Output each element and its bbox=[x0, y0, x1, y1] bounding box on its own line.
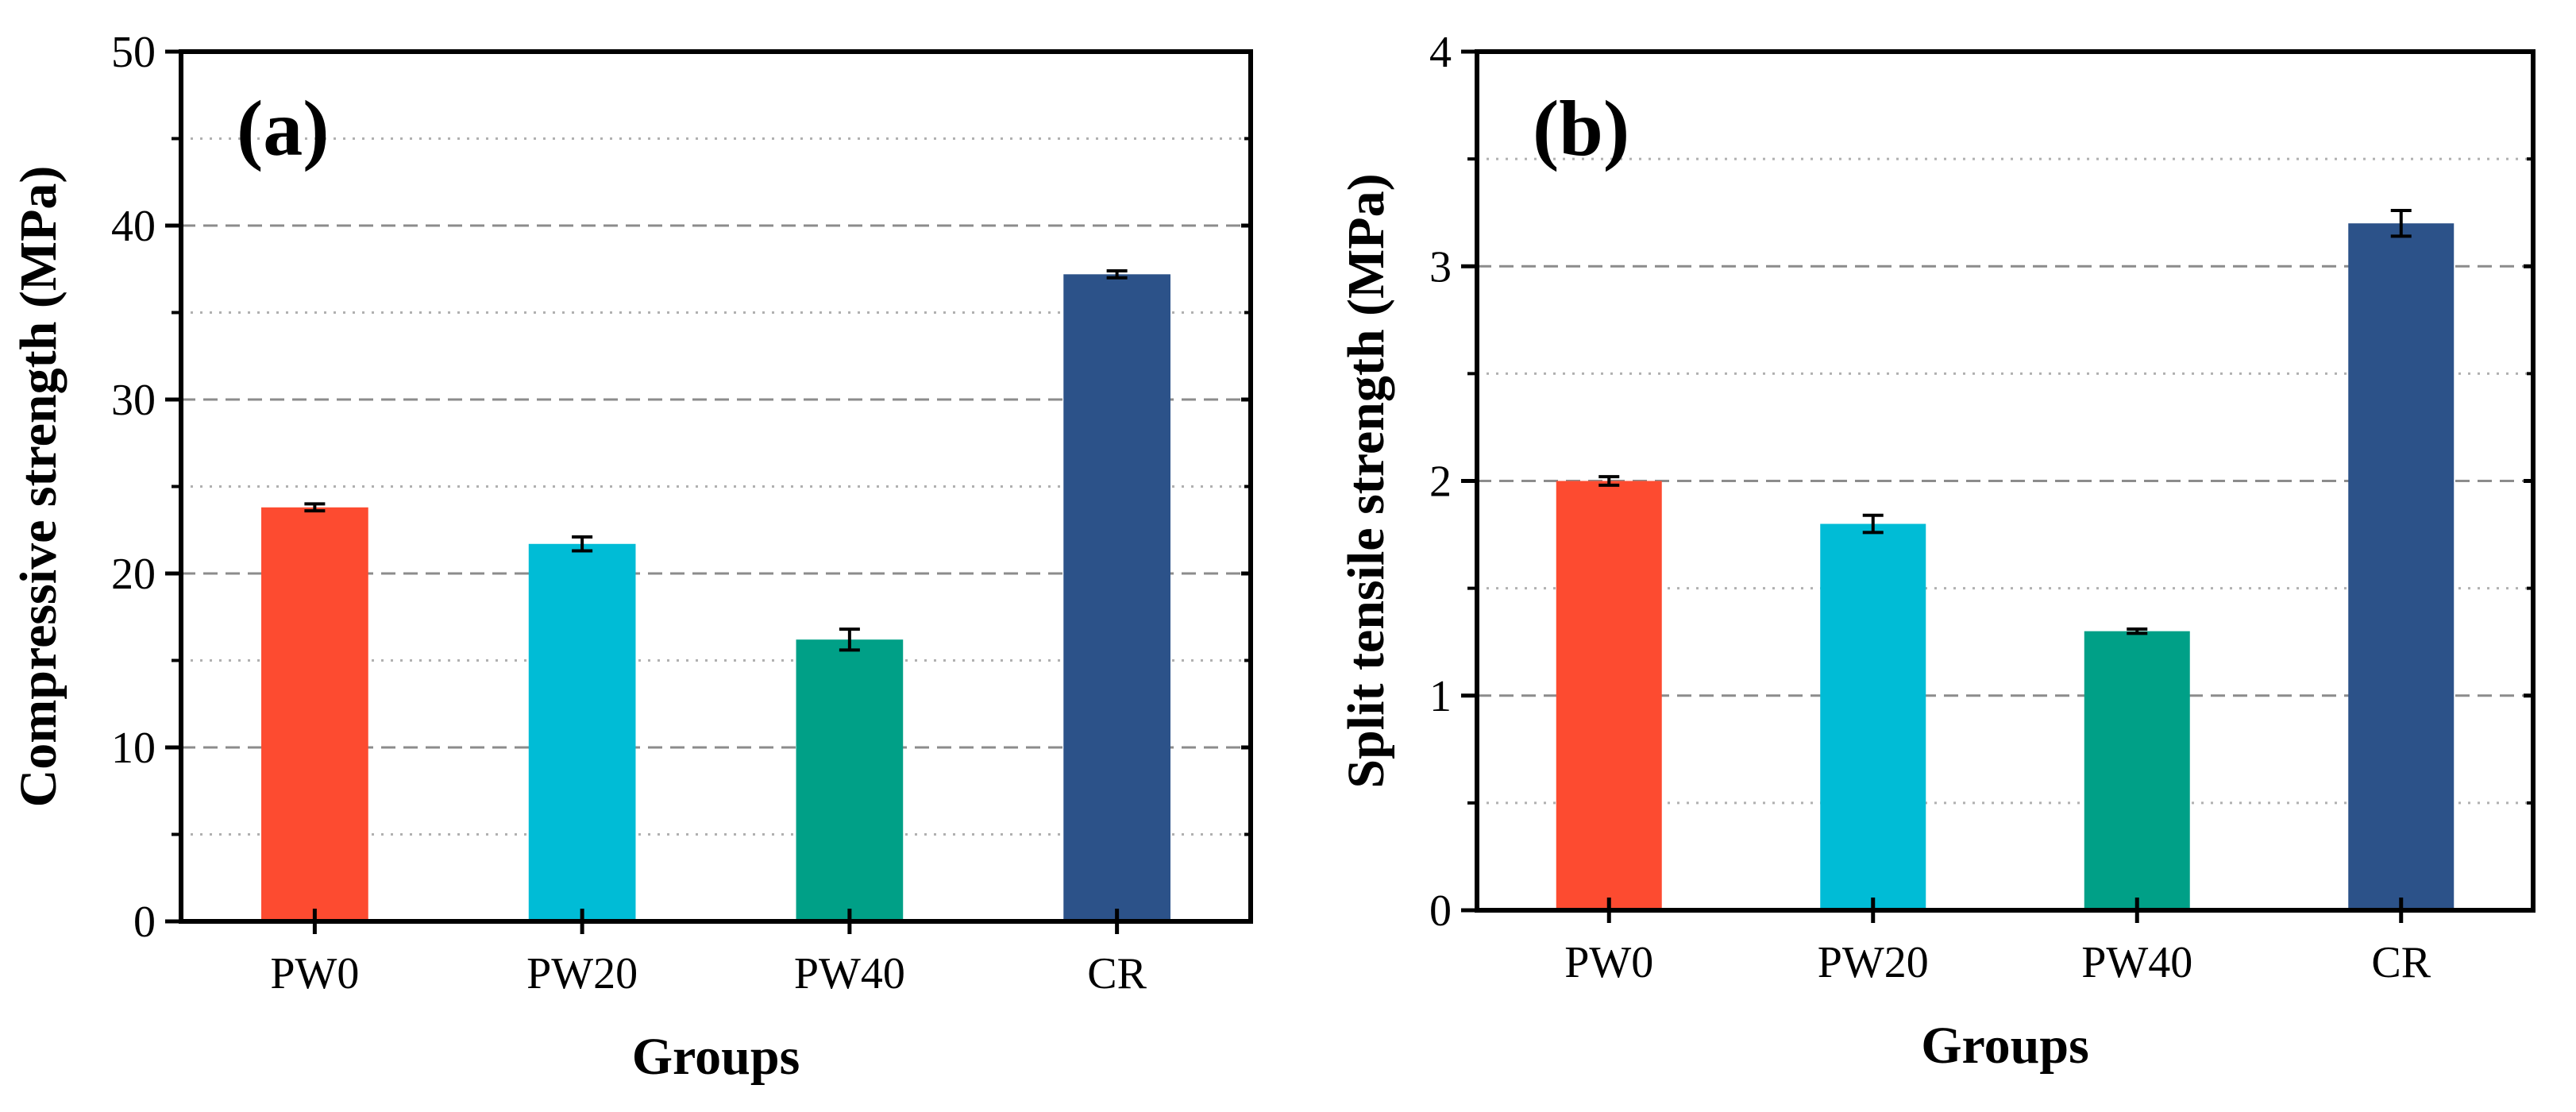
x-tick-label: PW20 bbox=[1818, 938, 1929, 987]
x-tick-label: CR bbox=[2371, 938, 2431, 987]
bar-cr bbox=[1063, 274, 1170, 921]
x-tick-label: PW0 bbox=[1564, 938, 1653, 987]
error-bar-cr bbox=[1106, 268, 1128, 280]
panel-label: (b) bbox=[1533, 84, 1629, 172]
y-tick-label: 40 bbox=[111, 202, 156, 251]
error-bar-pw0 bbox=[304, 502, 326, 513]
y-tick-label: 2 bbox=[1429, 458, 1452, 507]
y-tick-label: 20 bbox=[111, 550, 156, 599]
y-tick-label: 50 bbox=[111, 28, 156, 77]
bar-pw0 bbox=[261, 507, 368, 921]
y-tick-label: 0 bbox=[1429, 886, 1452, 936]
x-tick-label: PW0 bbox=[270, 949, 359, 998]
error-bar-pw40 bbox=[2127, 627, 2148, 635]
error-bar-pw20 bbox=[1862, 513, 1884, 535]
bar-pw20 bbox=[1820, 523, 1926, 910]
error-bar-pw40 bbox=[839, 627, 860, 652]
x-tick-label: PW20 bbox=[526, 949, 638, 998]
y-tick-label: 4 bbox=[1429, 28, 1452, 77]
y-tick-label: 30 bbox=[111, 376, 156, 425]
y-tick-label: 0 bbox=[133, 898, 156, 947]
bar-pw20 bbox=[528, 543, 636, 921]
panel-b: 0 1 2 3 4 PW0 PW20 PW40 CR Groups Split tensile st… bbox=[1337, 28, 2536, 1075]
y-tick-label: 10 bbox=[111, 724, 156, 773]
y-tick-label: 3 bbox=[1429, 242, 1452, 292]
bar-pw0 bbox=[1556, 481, 1662, 910]
y-axis-title: Compressive strength (MPa) bbox=[10, 166, 67, 808]
y-axis-title: Split tensile strength (MPa) bbox=[1337, 173, 1395, 788]
bar-pw40 bbox=[796, 639, 904, 921]
y-tick-label: 1 bbox=[1429, 672, 1452, 721]
bar-cr bbox=[2348, 223, 2455, 910]
x-tick-label: CR bbox=[1087, 949, 1147, 998]
x-tick-label: PW40 bbox=[794, 949, 905, 998]
panel-a: 0 10 20 30 40 50 PW0 PW20 PW40 CR Groups Compressiv… bbox=[10, 28, 1253, 1086]
bar-pw40 bbox=[2084, 631, 2190, 910]
error-bar-cr bbox=[2390, 208, 2412, 238]
error-bar-pw20 bbox=[572, 535, 593, 553]
x-axis-title: Groups bbox=[1921, 1017, 2089, 1075]
x-axis-title: Groups bbox=[632, 1028, 800, 1086]
x-tick-label: PW40 bbox=[2081, 938, 2192, 987]
error-bar-pw0 bbox=[1598, 475, 1620, 487]
panel-label: (a) bbox=[237, 84, 330, 172]
